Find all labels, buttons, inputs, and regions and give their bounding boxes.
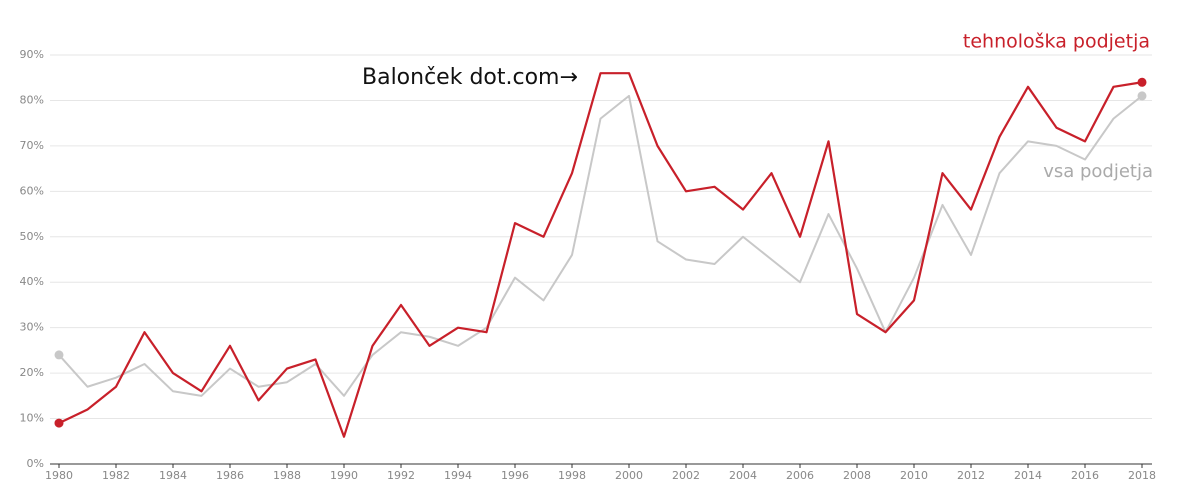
y-tick-label: 30% xyxy=(20,321,44,334)
y-tick-label: 60% xyxy=(20,184,44,197)
y-tick-label: 80% xyxy=(20,93,44,106)
x-tick-label: 2008 xyxy=(843,469,871,482)
x-tick-label: 2006 xyxy=(786,469,814,482)
y-tick-label: 40% xyxy=(20,275,44,288)
end-dot xyxy=(54,418,64,428)
y-tick-label: 0% xyxy=(27,457,44,470)
x-tick-label: 2014 xyxy=(1014,469,1042,482)
x-tick-label: 2002 xyxy=(672,469,700,482)
x-tick-label: 1986 xyxy=(216,469,244,482)
annotation: Balonček dot.com→ xyxy=(362,65,578,90)
x-tick-label: 1998 xyxy=(558,469,586,482)
series-line xyxy=(58,94,1143,397)
y-tick-label: 10% xyxy=(20,412,44,425)
y-tick-label: 50% xyxy=(20,230,44,243)
y-tick-label: 70% xyxy=(20,139,44,152)
x-tick-label: 1984 xyxy=(159,469,187,482)
x-tick-label: 2004 xyxy=(729,469,757,482)
end-dot xyxy=(1137,77,1147,87)
end-dot xyxy=(54,350,64,360)
x-tick-label: 1982 xyxy=(102,469,130,482)
x-tick-label: 2010 xyxy=(900,469,928,482)
x-tick-label: 1988 xyxy=(273,469,301,482)
y-tick-label: 90% xyxy=(20,48,44,61)
series-label: vsa podjetja xyxy=(1043,161,1153,182)
series-label: tehnološka podjetja xyxy=(963,31,1150,53)
y-tick-label: 20% xyxy=(20,366,44,379)
end-dot xyxy=(1137,91,1147,101)
x-tick-label: 1996 xyxy=(501,469,529,482)
x-tick-label: 1990 xyxy=(330,469,358,482)
x-tick-label: 1980 xyxy=(45,469,73,482)
series-line xyxy=(58,72,1143,438)
x-tick-label: 1994 xyxy=(444,469,472,482)
x-tick-label: 2018 xyxy=(1128,469,1156,482)
x-tick-label: 2000 xyxy=(615,469,643,482)
x-tick-label: 2016 xyxy=(1071,469,1099,482)
x-tick-label: 1992 xyxy=(387,469,415,482)
x-tick-label: 2012 xyxy=(957,469,985,482)
